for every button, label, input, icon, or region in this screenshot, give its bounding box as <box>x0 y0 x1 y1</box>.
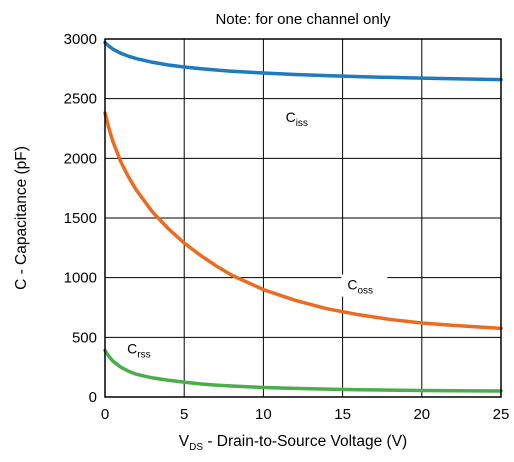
x-tick-labels: 0 5 10 15 20 25 <box>101 406 510 423</box>
series-label-coss: Coss <box>347 277 373 297</box>
series-label-main: C <box>127 340 137 356</box>
series-label-crss: Crss <box>127 340 150 360</box>
series-line-crss <box>103 348 503 393</box>
series-label-sub: oss <box>357 286 373 297</box>
y-tick-labels: 0 500 1000 1500 2000 2500 3000 <box>64 31 97 406</box>
grid <box>105 39 501 397</box>
y-tick-label: 1500 <box>64 210 97 227</box>
y-axis-label: C - Capacitance (pF) <box>13 146 30 290</box>
series-label-sub: iss <box>296 118 308 129</box>
x-tick-label: 20 <box>413 406 430 423</box>
x-tick-label: 5 <box>180 406 188 423</box>
series-layer <box>103 40 503 393</box>
series-label-bg <box>121 338 168 361</box>
x-tick-label: 0 <box>101 406 109 423</box>
x-tick-label: 15 <box>334 406 351 423</box>
y-tick-label: 3000 <box>64 31 97 48</box>
plot-frame <box>104 38 502 398</box>
x-tick-label: 25 <box>493 406 510 423</box>
series-label-ciss: Ciss <box>286 109 308 129</box>
x-axis-label-main: V <box>179 433 190 450</box>
series-label-bg <box>279 106 326 129</box>
y-tick-label: 500 <box>72 329 97 346</box>
series-label-sub: rss <box>137 349 150 360</box>
x-axis-label-sub: DS <box>189 442 203 453</box>
series-label-main: C <box>286 109 296 125</box>
series-label-main: C <box>347 277 357 293</box>
y-tick-label: 2500 <box>64 91 97 108</box>
series-line-coss <box>103 111 503 331</box>
x-axis-label: VDS - Drain-to-Source Voltage (V) <box>179 433 407 453</box>
series-line-ciss <box>103 40 503 82</box>
chart-note: Note: for one channel only <box>215 11 391 28</box>
series-label-bg <box>341 274 388 297</box>
x-tick-label: 10 <box>255 406 272 423</box>
y-tick-label: 1000 <box>64 270 97 287</box>
y-tick-label: 2000 <box>64 150 97 167</box>
x-axis-label-rest: - Drain-to-Source Voltage (V) <box>203 433 407 450</box>
y-tick-label: 0 <box>89 389 97 406</box>
